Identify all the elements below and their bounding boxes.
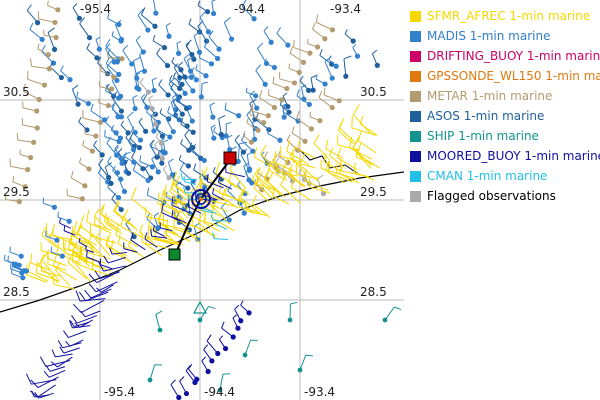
legend-item-asos[interactable]: ASOS 1-min marine bbox=[410, 107, 544, 125]
legend-item-metar[interactable]: METAR 1-min marine bbox=[410, 87, 552, 105]
legend-label: ASOS 1-min marine bbox=[427, 109, 545, 123]
track-start-marker bbox=[168, 248, 181, 261]
legend-item-drifting-buoy[interactable]: DRIFTING_BUOY 1-min marine bbox=[410, 47, 600, 65]
storm-center-dot bbox=[199, 197, 203, 201]
legend-label: Flagged observations bbox=[427, 189, 556, 203]
storm-center-inner-ring bbox=[195, 193, 207, 205]
lat-tick-left: 30.5 bbox=[3, 85, 30, 99]
legend-swatch bbox=[410, 10, 421, 22]
legend-swatch bbox=[410, 190, 421, 202]
legend-item-ship[interactable]: SHIP 1-min marine bbox=[410, 127, 539, 145]
legend-swatch bbox=[410, 130, 421, 142]
lon-tick-bottom: -94.4 bbox=[204, 385, 235, 399]
legend-swatch bbox=[410, 30, 421, 42]
legend-label: CMAN 1-min marine bbox=[427, 169, 548, 183]
legend-swatch bbox=[410, 150, 421, 162]
track-end-marker bbox=[223, 151, 237, 165]
legend-label: MADIS 1-min marine bbox=[427, 29, 551, 43]
tick-labels: -95.4 -94.4 -93.4 -95.4 -94.4 -93.4 30.5… bbox=[3, 2, 387, 399]
lat-tick-right: 28.5 bbox=[360, 285, 387, 299]
bay-outline bbox=[299, 149, 361, 176]
coastline bbox=[0, 171, 404, 313]
legend-swatch bbox=[410, 70, 421, 82]
lon-tick-top: -94.4 bbox=[234, 2, 265, 16]
legend-swatch bbox=[410, 110, 421, 122]
legend-item-cman[interactable]: CMAN 1-min marine bbox=[410, 167, 547, 185]
legend-item-flagged[interactable]: Flagged observations bbox=[410, 187, 556, 205]
lon-tick-bottom: -95.4 bbox=[104, 385, 135, 399]
lat-tick-right: 29.5 bbox=[360, 185, 387, 199]
lat-tick-left: 29.5 bbox=[3, 185, 30, 199]
legend-label: SHIP 1-min marine bbox=[427, 129, 539, 143]
legend-label: METAR 1-min marine bbox=[427, 89, 553, 103]
wind-observation-map[interactable]: -95.4 -94.4 -93.4 -95.4 -94.4 -93.4 30.5… bbox=[0, 0, 404, 400]
legend-swatch bbox=[410, 50, 421, 62]
legend-swatch bbox=[410, 170, 421, 182]
lon-tick-top: -93.4 bbox=[330, 2, 361, 16]
legend-label: DRIFTING_BUOY 1-min marine bbox=[427, 49, 600, 63]
lon-tick-top: -95.4 bbox=[80, 2, 111, 16]
lat-tick-right: 30.5 bbox=[360, 85, 387, 99]
storm-center-outer-ring bbox=[191, 189, 211, 209]
legend-item-moored-buoy[interactable]: MOORED_BUOY 1-min marine bbox=[410, 147, 600, 165]
legend: SFMR_AFREC 1-min marine MADIS 1-min mari… bbox=[404, 0, 600, 400]
map-canvas: -95.4 -94.4 -93.4 -95.4 -94.4 -93.4 30.5… bbox=[0, 0, 404, 400]
observation-layer bbox=[3, 0, 402, 400]
lat-tick-left: 28.5 bbox=[3, 285, 30, 299]
legend-label: SFMR_AFREC 1-min marine bbox=[427, 9, 591, 23]
legend-label: GPSSONDE_WL150 1-min marine bbox=[427, 69, 600, 83]
lon-tick-bottom: -93.4 bbox=[304, 385, 335, 399]
legend-swatch bbox=[410, 90, 421, 102]
legend-label: MOORED_BUOY 1-min marine bbox=[427, 149, 600, 163]
legend-item-sfmr-afrec[interactable]: SFMR_AFREC 1-min marine bbox=[410, 7, 590, 25]
legend-item-madis[interactable]: MADIS 1-min marine bbox=[410, 27, 550, 45]
legend-item-gpssonde[interactable]: GPSSONDE_WL150 1-min marine bbox=[410, 67, 600, 85]
ship-triangle-marker bbox=[192, 300, 208, 314]
